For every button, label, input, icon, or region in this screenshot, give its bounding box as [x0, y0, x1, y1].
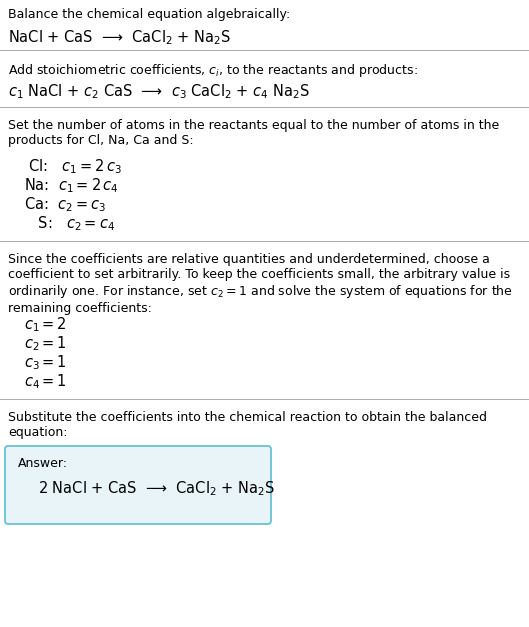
- Text: $c_1 = 2$: $c_1 = 2$: [24, 315, 67, 334]
- Text: $c_1$ NaCl + $c_2$ CaS  ⟶  $c_3$ CaCl$_2$ + $c_4$ Na$_2$S: $c_1$ NaCl + $c_2$ CaS ⟶ $c_3$ CaCl$_2$ …: [8, 82, 310, 101]
- Text: $c_4 = 1$: $c_4 = 1$: [24, 372, 67, 391]
- Text: Answer:: Answer:: [18, 457, 68, 470]
- Text: Cl:   $c_1 = 2\,c_3$: Cl: $c_1 = 2\,c_3$: [24, 157, 122, 176]
- Text: S:   $c_2 = c_4$: S: $c_2 = c_4$: [24, 214, 115, 233]
- Text: Na:  $c_1 = 2\,c_4$: Na: $c_1 = 2\,c_4$: [24, 176, 118, 195]
- Text: $c_2 = 1$: $c_2 = 1$: [24, 334, 67, 353]
- Text: 2 NaCl + CaS  ⟶  CaCl$_2$ + Na$_2$S: 2 NaCl + CaS ⟶ CaCl$_2$ + Na$_2$S: [38, 479, 276, 498]
- Text: Balance the chemical equation algebraically:: Balance the chemical equation algebraica…: [8, 8, 290, 21]
- FancyBboxPatch shape: [5, 446, 271, 524]
- Text: Set the number of atoms in the reactants equal to the number of atoms in the
pro: Set the number of atoms in the reactants…: [8, 119, 499, 147]
- Text: $c_3 = 1$: $c_3 = 1$: [24, 353, 67, 372]
- Text: NaCl + CaS  ⟶  CaCl$_2$ + Na$_2$S: NaCl + CaS ⟶ CaCl$_2$ + Na$_2$S: [8, 28, 231, 46]
- Text: Since the coefficients are relative quantities and underdetermined, choose a
coe: Since the coefficients are relative quan…: [8, 253, 513, 315]
- Text: Ca:  $c_2 = c_3$: Ca: $c_2 = c_3$: [24, 195, 106, 214]
- Text: Substitute the coefficients into the chemical reaction to obtain the balanced
eq: Substitute the coefficients into the che…: [8, 411, 487, 439]
- Text: Add stoichiometric coefficients, $c_i$, to the reactants and products:: Add stoichiometric coefficients, $c_i$, …: [8, 62, 418, 79]
